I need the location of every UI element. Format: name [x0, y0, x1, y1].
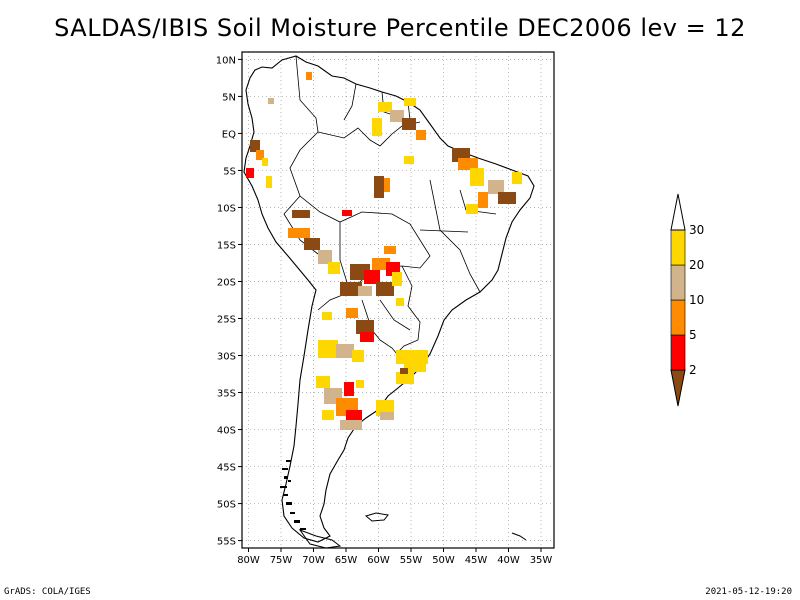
- colorbar-swatch: [670, 229, 686, 266]
- lat-tick-label: 45S: [217, 463, 236, 474]
- lon-tick-label: 60W: [367, 555, 390, 566]
- colorbar: 2 5 10 20 30: [670, 193, 704, 407]
- south-america-coastline: [243, 55, 535, 549]
- lon-tick-label: 40W: [497, 555, 520, 566]
- colorbar-swatch: [670, 264, 686, 301]
- chilean-fjords: [280, 460, 306, 530]
- lon-tick-label: 65W: [335, 555, 358, 566]
- footer-timestamp: 2021-05-12-19:20: [705, 587, 792, 597]
- footer-credit: GrADS: COLA/IGES: [4, 587, 91, 597]
- gridlines: [238, 52, 554, 552]
- colorbar-upper-arrow: [670, 193, 686, 231]
- lat-tick-label: 10N: [216, 55, 236, 66]
- country-borders: [283, 55, 497, 361]
- colorbar-lower-arrow: [670, 369, 686, 407]
- lat-tick-label: 40S: [217, 426, 236, 437]
- map-frame: [241, 51, 555, 549]
- lat-tick-label: 55S: [217, 537, 236, 548]
- lat-tick-label: 15S: [217, 240, 236, 251]
- lon-tick-label: 70W: [302, 555, 325, 566]
- colorbar-label: 10: [689, 293, 704, 307]
- colorbar-label: 2: [689, 363, 697, 377]
- moisture-patches: [246, 72, 522, 430]
- lat-tick-label: 10S: [217, 203, 236, 214]
- continent-outline: [243, 55, 535, 543]
- lat-tick-label: 5N: [222, 92, 236, 103]
- lat-tick-label: 35S: [217, 389, 236, 400]
- lat-tick-label: 50S: [217, 500, 236, 511]
- lon-tick-label: 80W: [237, 555, 260, 566]
- falkland-islands: [364, 512, 389, 522]
- south-georgia: [511, 532, 527, 541]
- colorbar-label: 20: [689, 258, 704, 272]
- lat-tick-label: 30S: [217, 352, 236, 363]
- lat-tick-label: EQ: [222, 129, 236, 140]
- colorbar-label: 30: [689, 223, 704, 237]
- lat-tick-label: 20S: [217, 277, 236, 288]
- lon-tick-label: 45W: [465, 555, 488, 566]
- lon-tick-label: 50W: [432, 555, 455, 566]
- tierra-del-fuego: [298, 528, 342, 549]
- longitude-labels: 80W 75W 70W 65W 60W 55W 50W 45W 40W 35W: [237, 555, 552, 566]
- lon-tick-label: 55W: [400, 555, 423, 566]
- colorbar-label: 5: [689, 328, 697, 342]
- latitude-labels: 10N 5N EQ 5S 10S 15S 20S 25S 30S 35S 40S 45S 50S 55S: [216, 55, 236, 547]
- lon-tick-label: 35W: [530, 555, 553, 566]
- lat-tick-label: 25S: [217, 315, 236, 326]
- colorbar-swatch: [670, 299, 686, 336]
- lat-tick-label: 5S: [223, 166, 236, 177]
- map-title: SALDAS/IBIS Soil Moisture Percentile DEC…: [54, 14, 746, 42]
- lon-tick-label: 75W: [270, 555, 293, 566]
- colorbar-swatch: [670, 334, 686, 371]
